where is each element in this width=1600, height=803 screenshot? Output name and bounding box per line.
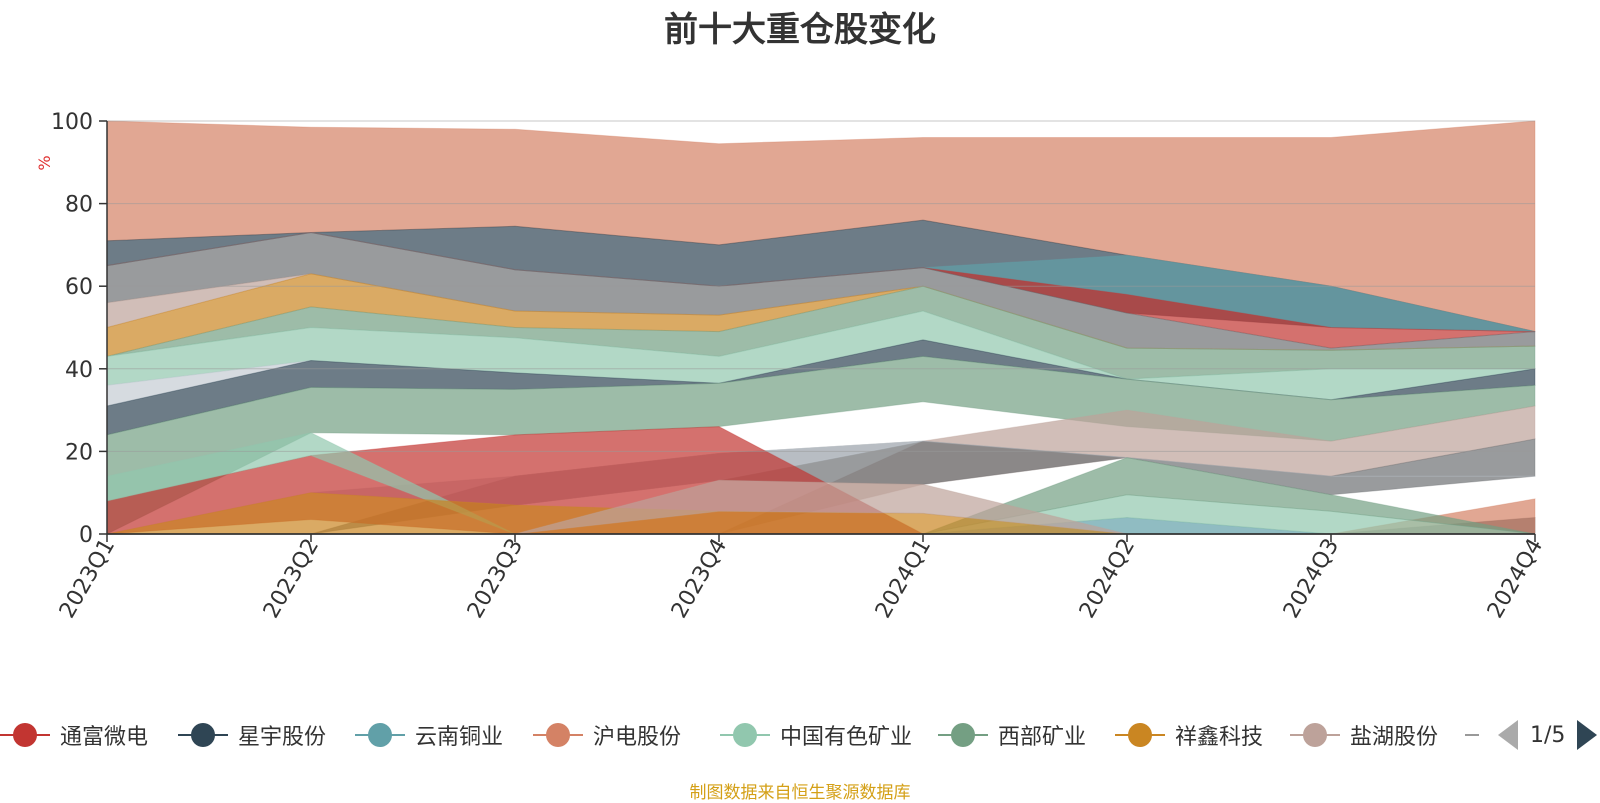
x-tick-label: 2024Q2 <box>1075 535 1140 623</box>
y-tick-label: 60 <box>65 275 93 300</box>
legend-overflow-marker-icon <box>1465 715 1479 755</box>
y-tick-label: 100 <box>51 110 93 135</box>
legend-label: 星宇股份 <box>238 725 327 750</box>
legend-label: 通富微电 <box>60 725 149 750</box>
x-tick-label: 2023Q2 <box>259 535 324 623</box>
legend-marker-icon <box>355 723 405 747</box>
legend-marker-icon <box>938 723 988 747</box>
x-tick-label: 2024Q4 <box>1483 535 1548 623</box>
x-tick-label: 2023Q3 <box>463 535 528 623</box>
legend-item[interactable]: 盐湖股份 <box>1290 715 1438 755</box>
legend: 通富微电 星宇股份 云南铜业 沪电股份 中国有色矿业 西部矿业 祥鑫科技 盐湖股份 <box>0 715 1600 755</box>
legend-marker-icon <box>1290 723 1340 747</box>
x-tick-label: 2024Q1 <box>871 535 936 623</box>
legend-item[interactable]: 云南铜业 <box>355 715 503 755</box>
legend-label: 祥鑫科技 <box>1175 725 1264 750</box>
y-tick-label: 0 <box>79 523 93 548</box>
legend-pager: 1/5 <box>1498 720 1598 750</box>
series-area-7 <box>107 479 1535 535</box>
x-tick-label: 2024Q3 <box>1279 535 1344 623</box>
legend-item[interactable]: 通富微电 <box>0 715 148 755</box>
y-tick-label: 80 <box>65 193 93 218</box>
legend-page-indicator: 1/5 <box>1530 722 1566 748</box>
legend-item[interactable]: 星宇股份 <box>178 715 326 755</box>
legend-marker-icon <box>1115 723 1165 747</box>
y-tick-label: 20 <box>65 440 93 465</box>
legend-label: 云南铜业 <box>415 725 504 750</box>
x-tick-label: 2023Q4 <box>667 535 732 623</box>
legend-next-page-icon[interactable] <box>1577 720 1598 750</box>
legend-item[interactable]: 沪电股份 <box>533 715 681 755</box>
legend-item[interactable]: 西部矿业 <box>938 715 1086 755</box>
legend-label: 盐湖股份 <box>1350 725 1439 750</box>
chart-title: 前十大重仓股变化 <box>664 10 936 50</box>
legend-label: 西部矿业 <box>998 725 1087 750</box>
legend-item[interactable]: 中国有色矿业 <box>720 715 912 755</box>
legend-label: 中国有色矿业 <box>780 725 913 750</box>
legend-marker-icon <box>533 723 583 747</box>
legend-label: 沪电股份 <box>593 725 682 750</box>
y-tick-label: 40 <box>65 358 93 383</box>
legend-marker-icon <box>0 723 50 747</box>
y-axis-label: % <box>35 155 54 170</box>
data-source-note: 制图数据来自恒生聚源数据库 <box>689 783 911 803</box>
legend-item[interactable]: 祥鑫科技 <box>1115 715 1263 755</box>
legend-marker-icon <box>178 723 228 747</box>
legend-marker-icon <box>720 723 770 747</box>
legend-prev-page-icon[interactable] <box>1498 720 1518 750</box>
